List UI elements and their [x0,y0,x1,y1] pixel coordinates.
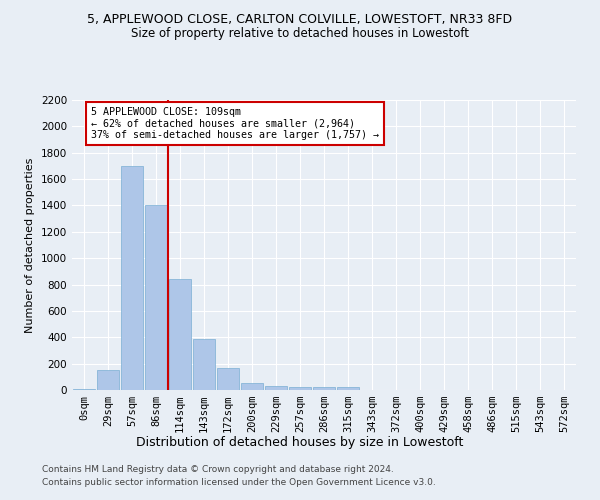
Bar [289,388,311,390]
Bar [241,383,263,390]
Bar [73,388,95,390]
Bar [265,386,287,390]
Text: Distribution of detached houses by size in Lowestoft: Distribution of detached houses by size … [136,436,464,449]
Bar [145,206,167,390]
Bar [193,338,215,390]
Text: Contains public sector information licensed under the Open Government Licence v3: Contains public sector information licen… [42,478,436,487]
Bar [169,280,191,390]
Text: 5, APPLEWOOD CLOSE, CARLTON COLVILLE, LOWESTOFT, NR33 8FD: 5, APPLEWOOD CLOSE, CARLTON COLVILLE, LO… [88,12,512,26]
Bar [313,388,335,390]
Y-axis label: Number of detached properties: Number of detached properties [25,158,35,332]
Text: 5 APPLEWOOD CLOSE: 109sqm
← 62% of detached houses are smaller (2,964)
37% of se: 5 APPLEWOOD CLOSE: 109sqm ← 62% of detac… [91,106,379,140]
Bar [217,368,239,390]
Bar [337,388,359,390]
Text: Contains HM Land Registry data © Crown copyright and database right 2024.: Contains HM Land Registry data © Crown c… [42,466,394,474]
Bar [97,370,119,390]
Bar [121,166,143,390]
Text: Size of property relative to detached houses in Lowestoft: Size of property relative to detached ho… [131,28,469,40]
